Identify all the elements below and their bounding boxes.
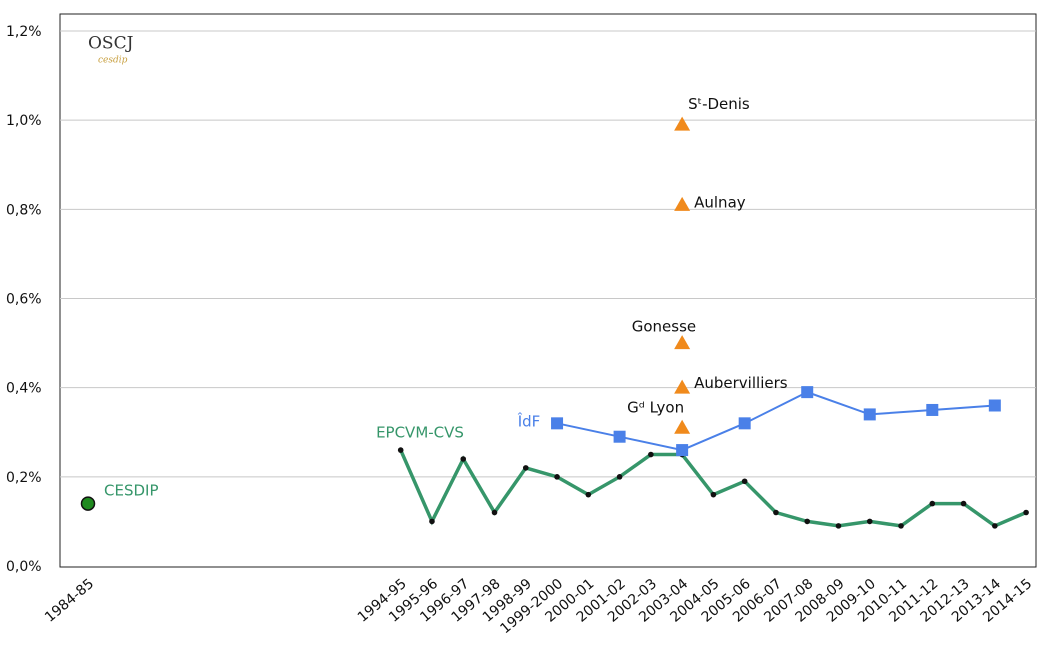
- point: [460, 456, 467, 462]
- point: [960, 500, 967, 507]
- point: [988, 399, 1001, 412]
- point: [676, 444, 689, 457]
- triangle-point: [674, 379, 691, 394]
- series-line: [556, 391, 995, 452]
- y-tick-label: 0,6%: [6, 292, 42, 308]
- point: [773, 509, 779, 516]
- series-label: CESDIP: [104, 482, 159, 500]
- point: [1023, 509, 1029, 516]
- triangle-point: [674, 116, 691, 131]
- point-label: Gᵈ Lyon: [627, 398, 684, 416]
- point: [929, 500, 936, 507]
- triangle-point: [674, 196, 691, 211]
- point: [898, 523, 904, 529]
- point: [866, 518, 873, 525]
- point-label: Aubervilliers: [694, 374, 788, 392]
- point: [80, 496, 96, 511]
- series-label: EPCVM-CVS: [376, 424, 464, 442]
- point: [710, 491, 717, 498]
- y-tick-label: 0,8%: [6, 202, 42, 218]
- point: [992, 523, 998, 529]
- point: [801, 386, 814, 399]
- point-label: Aulnay: [694, 193, 746, 211]
- point: [926, 403, 939, 416]
- point: [551, 417, 564, 430]
- point-label: Gonesse: [632, 318, 696, 336]
- y-tick-label: 0,2%: [6, 470, 42, 486]
- y-tick-label: 0,0%: [6, 559, 42, 575]
- point: [491, 509, 498, 516]
- plot-frame: [59, 13, 1037, 568]
- triangle-point: [674, 419, 691, 434]
- point: [585, 491, 592, 498]
- y-tick-label: 1,0%: [6, 113, 42, 129]
- point: [522, 465, 529, 471]
- series-label: ÎdF: [517, 412, 541, 431]
- point: [648, 451, 654, 458]
- point: [616, 474, 623, 480]
- point: [863, 408, 876, 421]
- logo-title: OSCJ: [88, 34, 134, 54]
- triangle-point: [674, 335, 691, 350]
- point: [804, 518, 811, 525]
- point: [835, 523, 842, 529]
- point: [738, 417, 751, 430]
- logo-subtitle: cesdip: [98, 56, 128, 66]
- point: [554, 474, 560, 480]
- y-tick-label: 1,2%: [6, 24, 42, 40]
- point-label: Sᵗ-Denis: [688, 95, 750, 113]
- point: [429, 518, 435, 525]
- point: [741, 478, 748, 485]
- x-tick-label: 1984-85: [42, 576, 97, 626]
- point: [613, 430, 626, 443]
- point: [397, 447, 404, 453]
- y-tick-label: 0,4%: [6, 381, 42, 397]
